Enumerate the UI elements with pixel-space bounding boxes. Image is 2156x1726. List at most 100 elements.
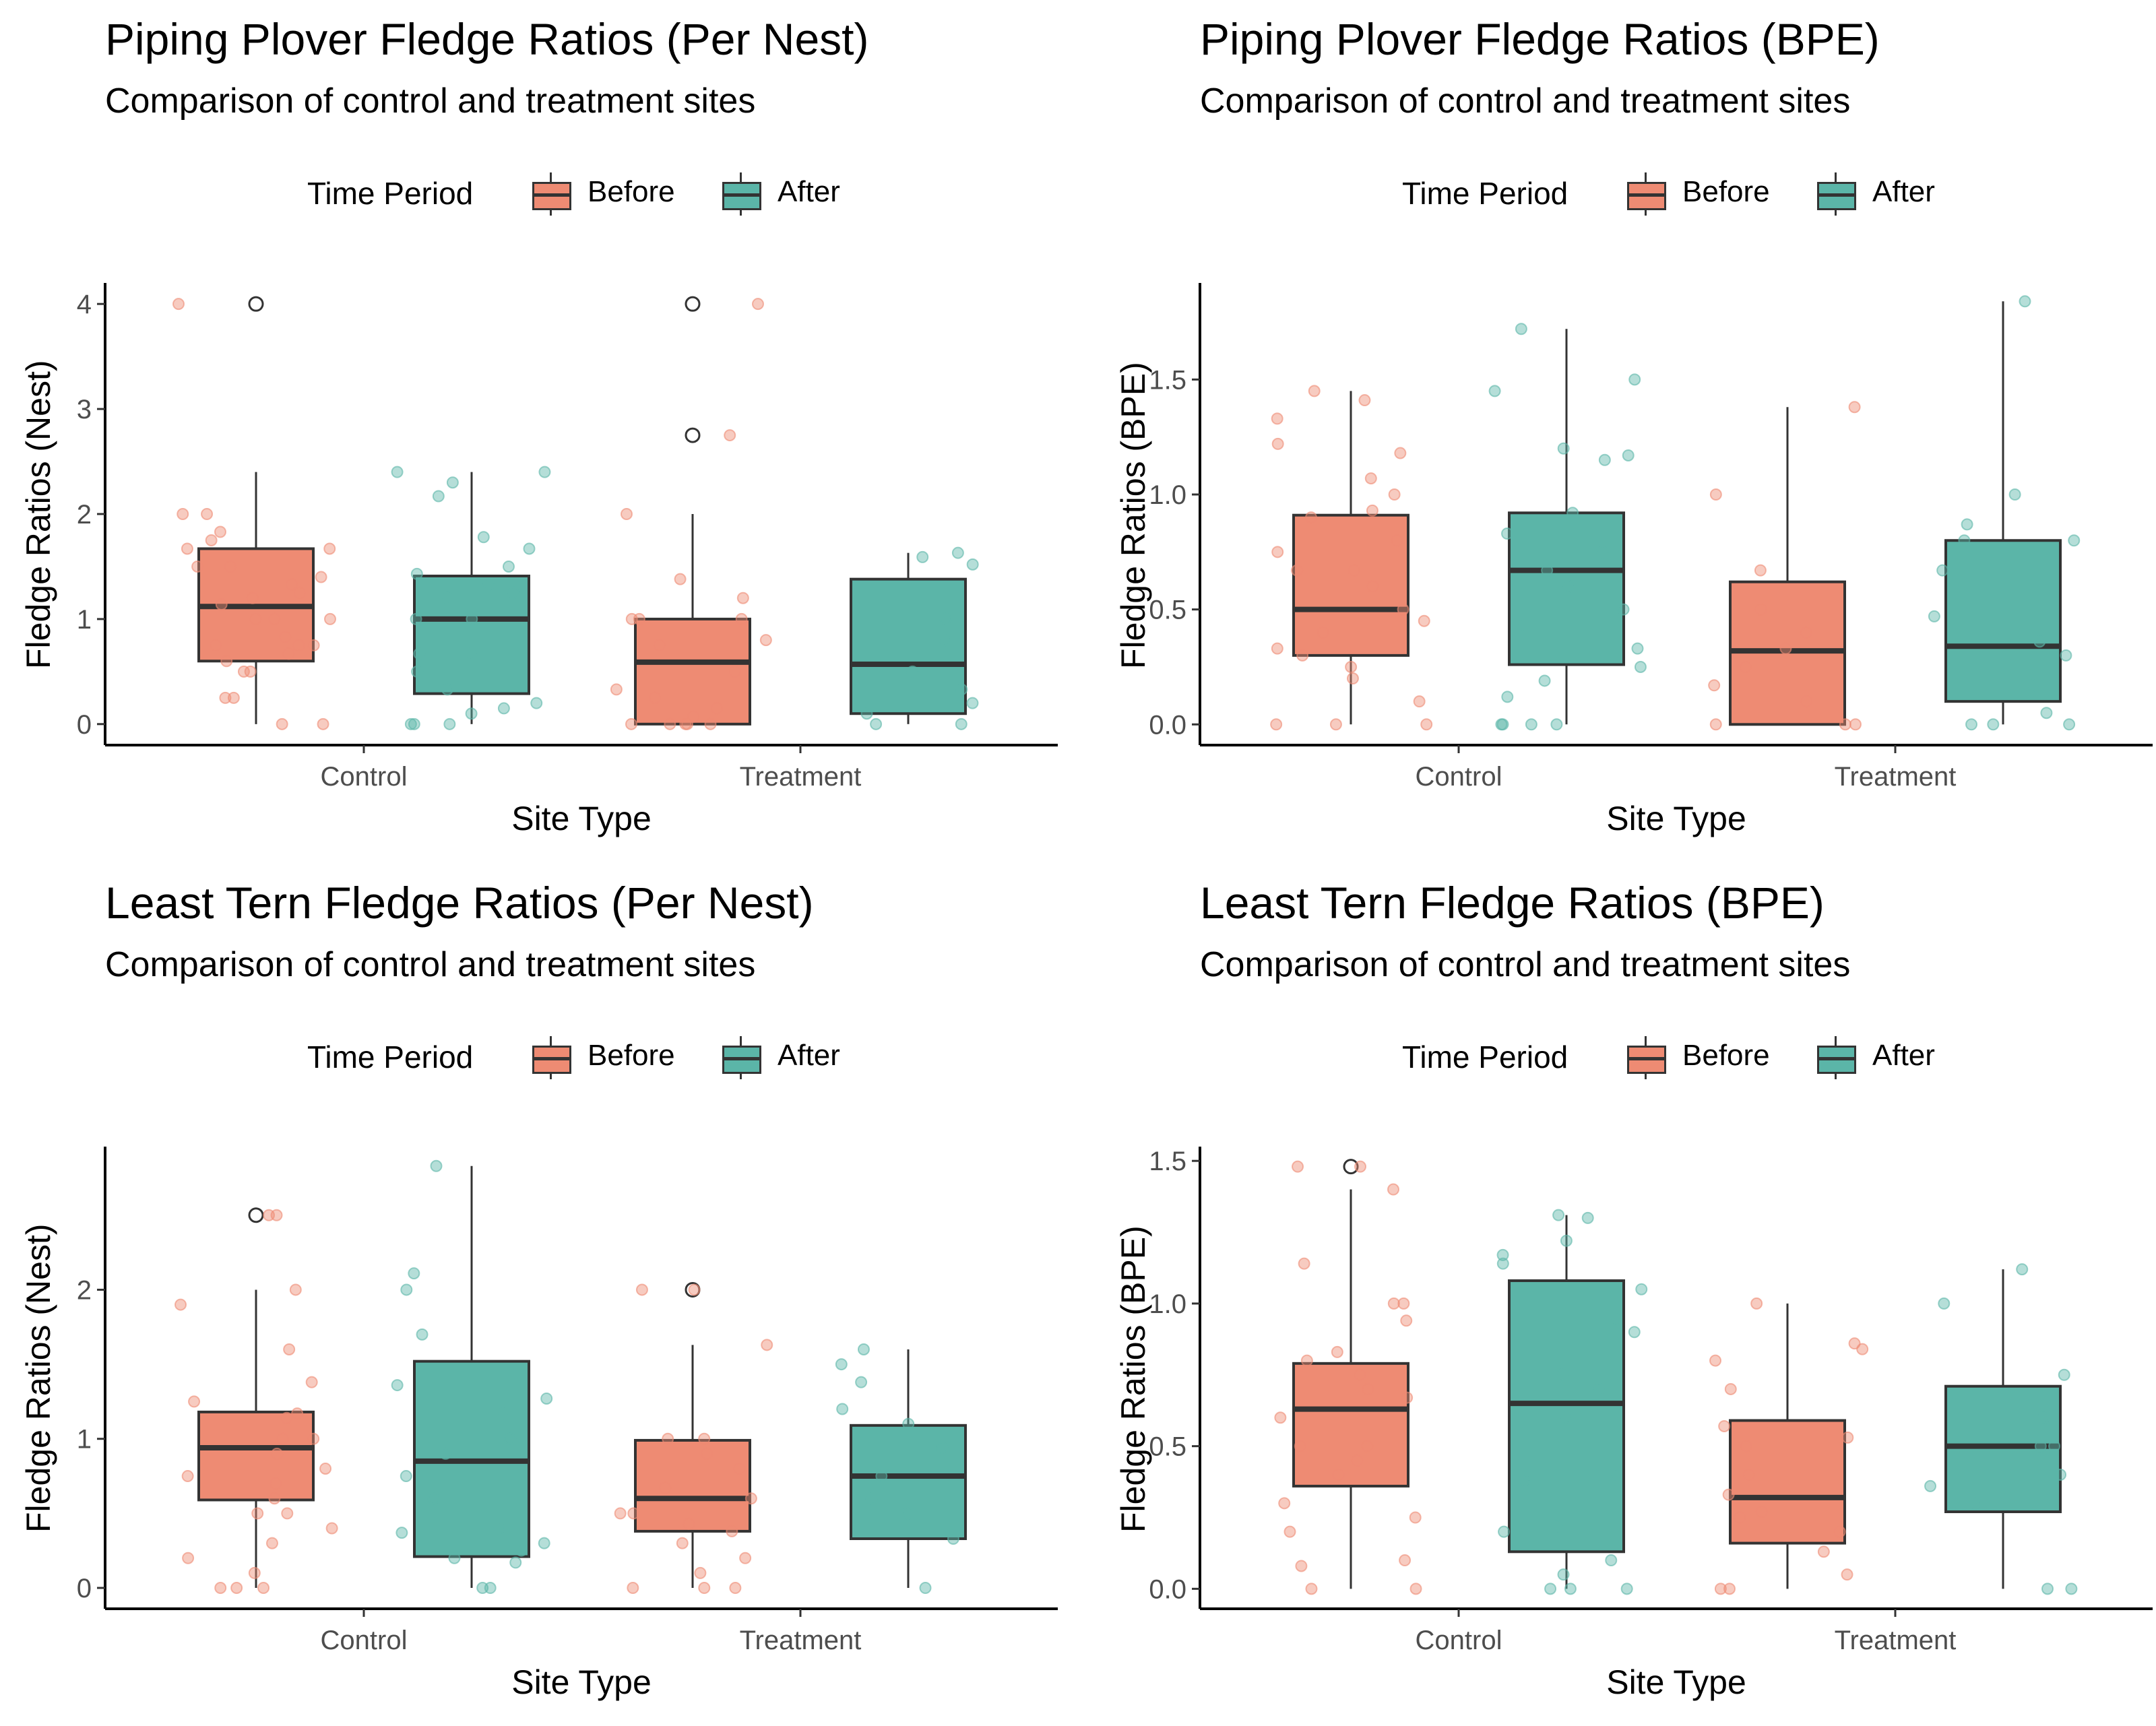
jitter-point <box>1961 518 1973 531</box>
legend-key-1 <box>1817 172 1856 216</box>
jitter-point <box>1418 614 1430 627</box>
jitter-point <box>860 707 873 720</box>
jitter-point <box>1308 385 1321 397</box>
jitter-point <box>182 1552 195 1564</box>
box <box>1508 511 1625 666</box>
boxplot-before-treatment <box>634 1281 751 1589</box>
jitter-point <box>610 683 623 696</box>
jitter-point <box>283 1343 296 1355</box>
boxplot-before-treatment <box>1729 1303 1846 1589</box>
jitter-point <box>2033 635 2046 648</box>
boxplot-after-treatment <box>850 552 967 724</box>
jitter-point <box>1754 603 1767 616</box>
jitter-point <box>1841 1431 1854 1444</box>
x-axis-title: Site Type <box>1606 1663 1746 1701</box>
boxplot-before-control <box>197 1207 315 1589</box>
jitter-point <box>1364 472 1377 485</box>
legend: Time Period Before After <box>1095 1032 2156 1086</box>
jitter-point <box>1742 1468 1755 1481</box>
jitter-point <box>249 612 262 625</box>
x-tick-label: Control <box>1416 762 1502 792</box>
jitter-point <box>855 1376 868 1388</box>
jitter-point <box>268 1492 281 1505</box>
legend-key-median <box>1627 1057 1666 1060</box>
jitter-point <box>466 612 478 625</box>
chart-subtitle: Comparison of control and treatment site… <box>1200 945 1851 984</box>
jitter-point <box>2063 718 2076 731</box>
jitter-point <box>446 476 459 489</box>
jitter-point <box>214 525 226 538</box>
jitter-point <box>219 691 232 704</box>
jitter-point <box>1733 1511 1746 1524</box>
jitter-point <box>625 717 637 730</box>
boxplot-before-treatment <box>634 296 751 726</box>
jitter-point <box>1295 1560 1308 1572</box>
jitter-point <box>1635 1283 1648 1296</box>
x-tick-label: Control <box>321 762 408 792</box>
jitter-point <box>1631 642 1644 655</box>
legend-title: Time Period <box>307 1040 474 1075</box>
jitter-point <box>540 1392 553 1405</box>
jitter-point <box>1987 718 2000 731</box>
box <box>634 617 751 726</box>
jitter-point <box>244 665 257 678</box>
jitter-point <box>726 1525 738 1537</box>
legend-label: Before <box>588 1039 675 1072</box>
jitter-point <box>279 631 292 643</box>
x-tick-label: Treatment <box>740 1626 862 1655</box>
y-tick-label: 1.0 <box>1149 1289 1186 1319</box>
jitter-point <box>1754 564 1767 577</box>
jitter-point <box>413 647 426 660</box>
jitter-point <box>625 612 638 625</box>
jitter-point <box>1358 394 1371 407</box>
jitter-point <box>1598 453 1611 466</box>
jitter-point <box>759 634 772 647</box>
jitter-point <box>1366 580 1379 593</box>
jitter-point <box>175 1298 187 1311</box>
jitter-point <box>477 531 490 544</box>
jitter-point <box>1620 1583 1633 1595</box>
jitter-point <box>281 1507 294 1520</box>
jitter-point <box>493 1522 505 1535</box>
jitter-point <box>1399 1554 1412 1567</box>
jitter-point <box>439 1447 452 1460</box>
box <box>1292 513 1409 657</box>
jitter-point <box>1366 504 1378 517</box>
jitter-point <box>2065 1583 2078 1595</box>
jitter-point <box>1593 1382 1606 1395</box>
y-tick-label: 1.0 <box>1149 480 1186 510</box>
jitter-point <box>635 1283 648 1296</box>
jitter-point <box>1544 1583 1557 1595</box>
chart-panel: Piping Plover Fledge Ratios (Per Nest) Co… <box>0 0 1078 862</box>
jitter-point <box>410 612 422 625</box>
jitter-point <box>319 1462 332 1475</box>
legend-key-1 <box>1817 1036 1856 1079</box>
plot-area: 0 1 2 Control Treatment <box>77 1147 1058 1655</box>
jitter-point <box>441 592 453 604</box>
jitter-point <box>400 1470 412 1483</box>
jitter-point <box>1928 610 1940 622</box>
jitter-point <box>292 639 305 651</box>
jitter-point <box>408 717 420 730</box>
jitter-point <box>836 1403 849 1415</box>
boxplot-before-treatment <box>1729 407 1846 726</box>
legend-key-0 <box>532 1036 571 1079</box>
jitter-point <box>835 1358 848 1371</box>
jitter-point <box>1708 679 1721 692</box>
boxplot-after-control <box>1508 329 1625 725</box>
legend-key-median <box>532 1057 571 1060</box>
jitter-point <box>1779 642 1792 655</box>
box <box>1729 1419 1846 1545</box>
jitter-point <box>404 717 417 730</box>
legend-label: After <box>1872 175 1935 208</box>
jitter-point <box>901 1507 914 1520</box>
jitter-point <box>1400 1314 1413 1327</box>
jitter-point <box>1723 1583 1736 1595</box>
jitter-point <box>1841 1568 1853 1581</box>
jitter-point <box>659 1481 672 1494</box>
jitter-point <box>172 298 185 311</box>
jitter-point <box>1958 534 1971 547</box>
chart-title: Piping Plover Fledge Ratios (Per Nest) <box>105 14 869 64</box>
y-tick-label: 0.0 <box>1149 710 1186 740</box>
